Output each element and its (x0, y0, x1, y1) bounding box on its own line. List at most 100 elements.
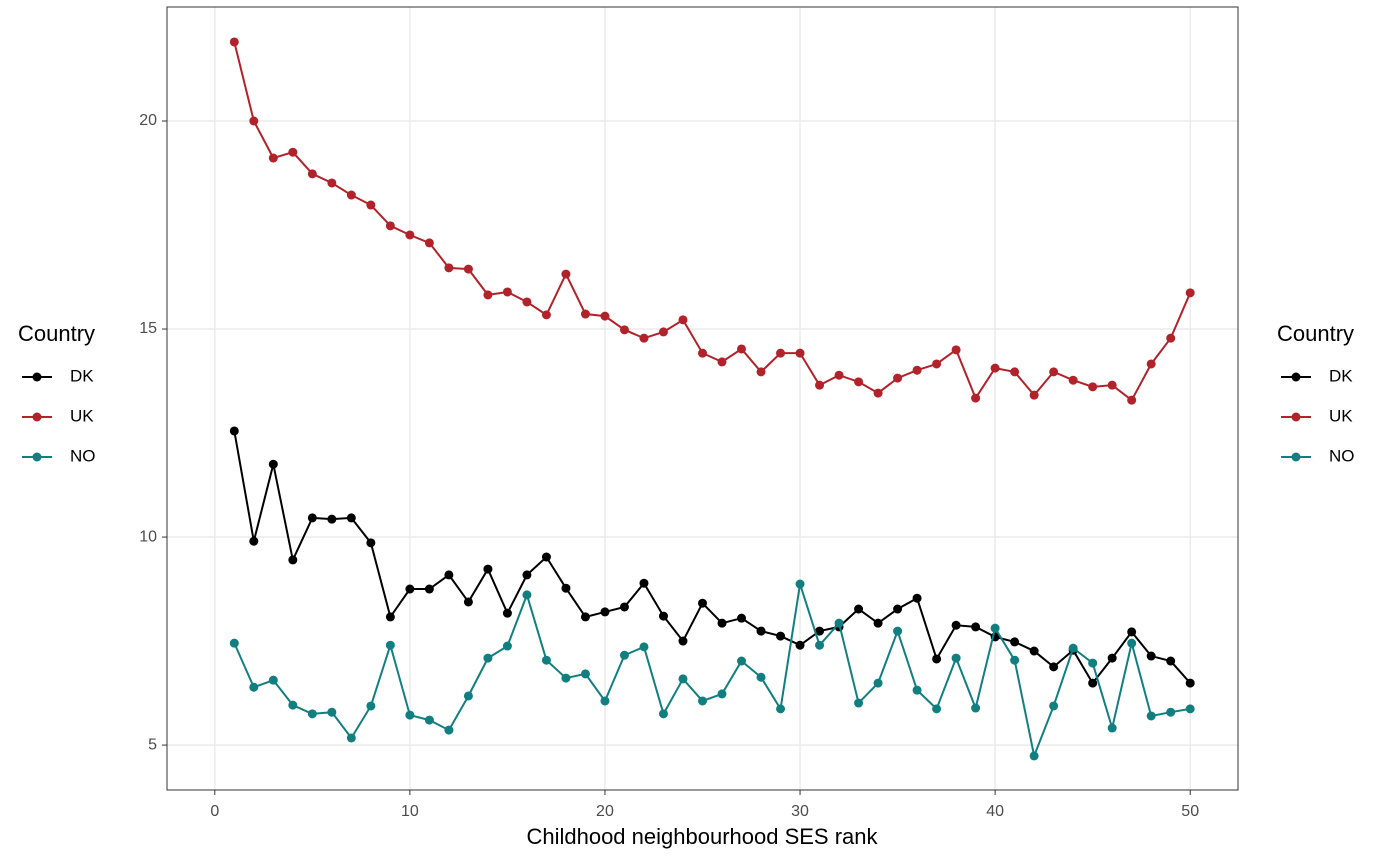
data-point (405, 230, 415, 240)
data-point (678, 636, 688, 646)
legend-label: UK (1329, 406, 1353, 425)
data-point (580, 669, 590, 679)
data-point (658, 709, 668, 719)
x-tick-label: 0 (210, 803, 219, 820)
data-point (815, 640, 825, 650)
data-point (1185, 678, 1195, 688)
x-tick-label: 20 (596, 803, 614, 820)
data-point (658, 327, 668, 337)
data-point (483, 290, 493, 300)
data-point (580, 612, 590, 622)
data-point (268, 675, 278, 685)
data-point (385, 221, 395, 231)
data-point (1166, 333, 1176, 343)
data-point (444, 570, 454, 580)
data-point (1146, 359, 1156, 369)
data-point (893, 626, 903, 636)
data-point (893, 373, 903, 383)
data-point (1127, 638, 1137, 648)
data-point (327, 514, 337, 524)
data-point (424, 715, 434, 725)
data-point (444, 263, 454, 273)
y-tick-label: 15 (139, 320, 157, 337)
legend-title: Country (18, 321, 95, 346)
data-point (561, 583, 571, 593)
data-point (580, 309, 590, 319)
data-point (522, 297, 532, 307)
x-axis-title: Childhood neighbourhood SES rank (526, 824, 878, 849)
legend-key-point (32, 452, 42, 462)
legend-label: NO (1329, 446, 1355, 465)
data-point (854, 377, 864, 387)
data-point (639, 578, 649, 588)
data-point (971, 622, 981, 632)
data-point (1029, 390, 1039, 400)
data-point (619, 650, 629, 660)
data-point (229, 638, 239, 648)
data-point (463, 264, 473, 274)
data-point (678, 315, 688, 325)
data-point (1166, 707, 1176, 717)
x-tick-label: 30 (791, 803, 809, 820)
data-point (971, 703, 981, 713)
data-point (1068, 375, 1078, 385)
data-point (1088, 382, 1098, 392)
data-point (327, 707, 337, 717)
data-point (932, 359, 942, 369)
data-point (873, 618, 883, 628)
data-point (1049, 701, 1059, 711)
data-point (405, 710, 415, 720)
data-point (912, 593, 922, 603)
data-point (1185, 704, 1195, 714)
data-point (932, 654, 942, 664)
data-point (327, 178, 337, 188)
legend-title: Country (1277, 321, 1354, 346)
data-point (1010, 367, 1020, 377)
data-point (717, 618, 727, 628)
data-point (1185, 288, 1195, 298)
data-point (249, 116, 259, 126)
legend-key-point (1291, 412, 1301, 422)
data-point (795, 579, 805, 589)
data-point (619, 325, 629, 335)
data-point (424, 584, 434, 594)
data-point (834, 370, 844, 380)
data-point (815, 626, 825, 636)
data-point (229, 37, 239, 47)
data-point (951, 620, 961, 630)
data-point (405, 584, 415, 594)
data-point (639, 642, 649, 652)
data-point (522, 590, 532, 600)
data-point (795, 348, 805, 358)
data-point (912, 365, 922, 375)
data-point (522, 570, 532, 580)
plot-panel (167, 7, 1238, 790)
legend-label: DK (1329, 366, 1353, 385)
legend-label: DK (70, 366, 94, 385)
data-point (1146, 711, 1156, 721)
data-point (639, 333, 649, 343)
data-point (249, 536, 259, 546)
data-point (1010, 637, 1020, 647)
data-point (483, 564, 493, 574)
data-point (600, 311, 610, 321)
data-point (268, 153, 278, 163)
data-point (717, 689, 727, 699)
y-tick-label: 10 (139, 528, 157, 545)
data-point (1107, 380, 1117, 390)
data-point (463, 691, 473, 701)
legend-key-point (32, 412, 42, 422)
data-point (561, 673, 571, 683)
data-point (854, 698, 864, 708)
data-point (873, 388, 883, 398)
data-point (737, 344, 747, 354)
data-point (873, 678, 883, 688)
plot-border (166, 6, 1239, 791)
data-point (1029, 646, 1039, 656)
data-point (698, 348, 707, 358)
data-point (288, 147, 298, 157)
data-point (502, 641, 512, 651)
data-point (385, 612, 395, 622)
data-point (249, 682, 259, 692)
